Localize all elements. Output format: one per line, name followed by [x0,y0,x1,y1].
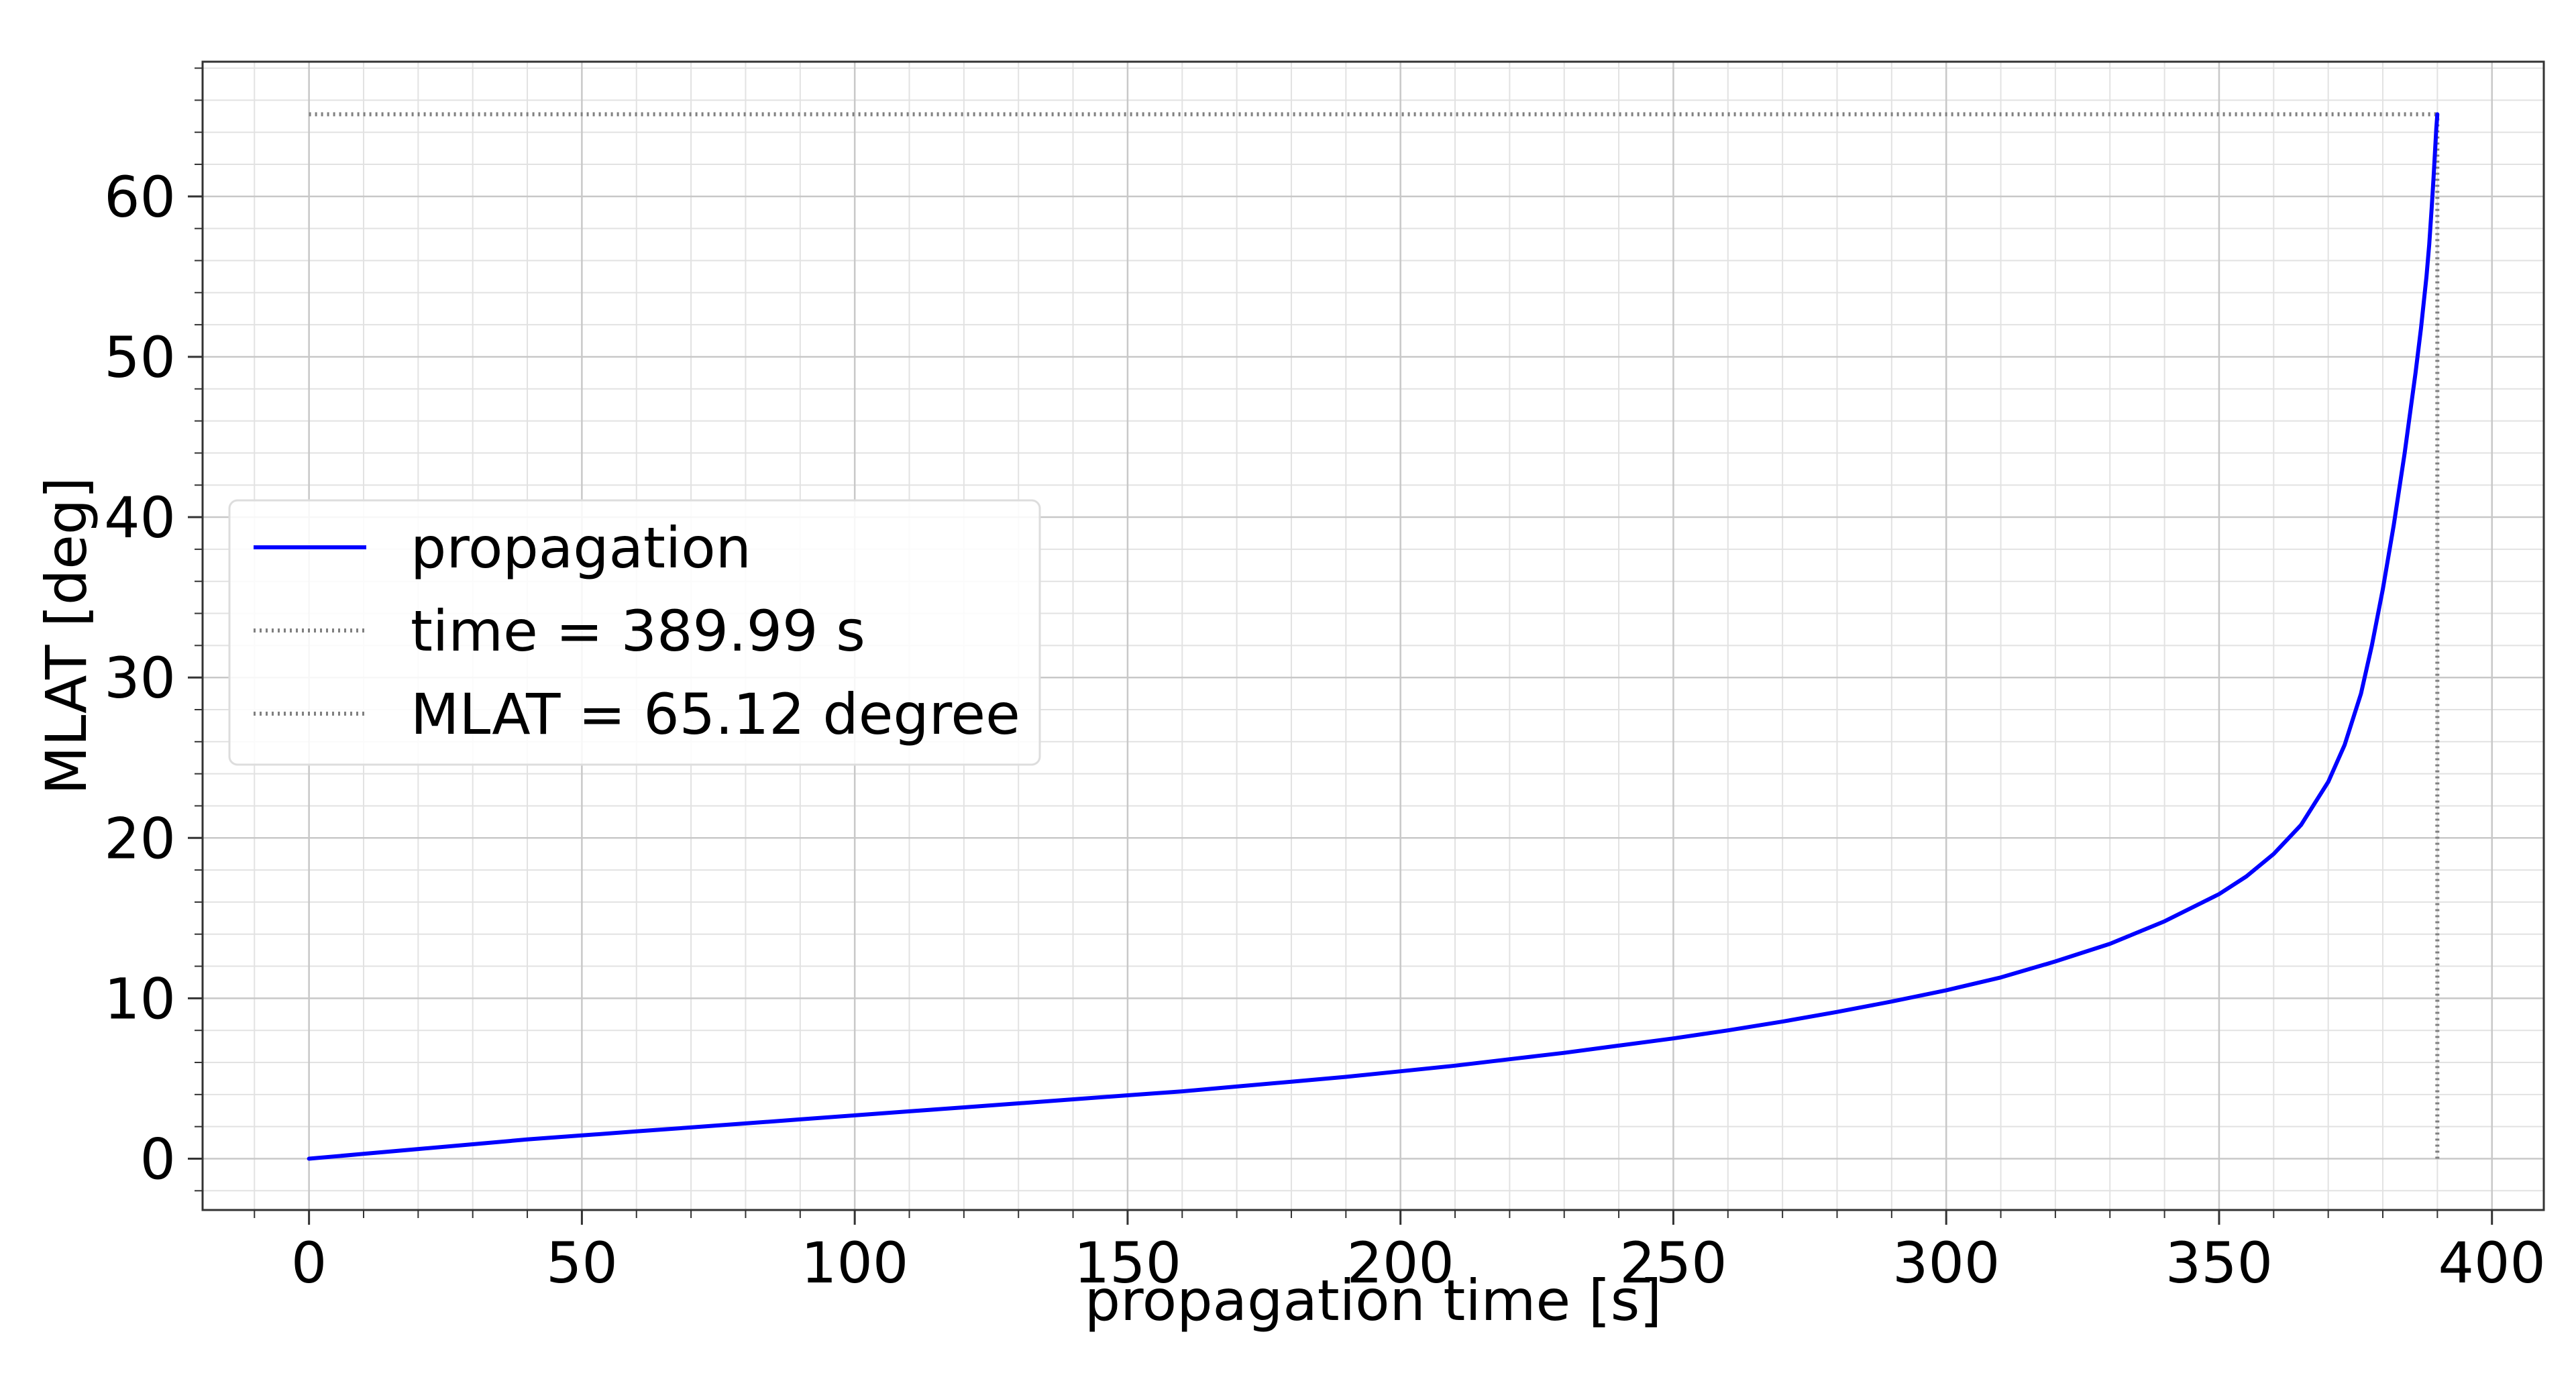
legend-box [228,499,1041,766]
y-axis-label: MLAT [deg] [34,477,99,795]
y-tick-label: 50 [104,325,176,390]
legend-entry-mlat: MLAT = 65.12 degree [411,681,1020,747]
series-layer [307,112,2440,1161]
y-tick-label: 10 [104,966,176,1032]
x-axis-label: propagation time [s] [1085,1268,1662,1333]
grid-major [203,62,2544,1210]
legend-entry-time: time = 389.99 s [411,598,865,664]
x-tick-label: 400 [2438,1230,2546,1296]
plot-frame [201,60,2545,1211]
x-tick-label: 100 [801,1230,908,1296]
y-tick-label: 30 [104,645,176,711]
grid-minor [203,62,2544,1210]
x-tick-label: 250 [1619,1230,1727,1296]
x-tick-label: 150 [1074,1230,1181,1296]
y-tick-label: 0 [140,1126,176,1192]
legend: propagation time = 389.99 s MLAT = 65.12… [228,499,1041,766]
y-tick-label: 40 [104,485,176,551]
x-tick-label: 200 [1347,1230,1454,1296]
axis-ticks [188,67,2493,1225]
y-tick-label: 20 [104,806,176,871]
x-tick-label: 350 [2165,1230,2273,1296]
tick-labels: 0 50 100 150 200 250 300 350 400 0 10 20 30 40 50 60 [104,164,2546,1296]
legend-entry-propagation: propagation [411,515,751,581]
y-tick-label: 60 [104,164,176,230]
x-tick-label: 50 [546,1230,618,1296]
x-tick-label: 300 [1892,1230,2000,1296]
x-tick-label: 0 [291,1230,327,1296]
series-propagation-line [307,112,2440,1161]
